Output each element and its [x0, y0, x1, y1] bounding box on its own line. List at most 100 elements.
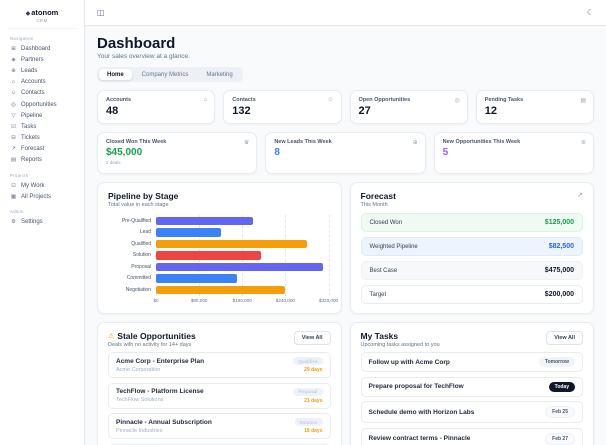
forecast-row-value: $125,000 — [544, 219, 574, 226]
task-item-review-contract[interactable]: Review contract terms - Pinnacle Feb 27 — [360, 427, 583, 445]
chart-row: Negotiation — [108, 284, 331, 296]
theme-toggle-icon[interactable]: ☾ — [586, 8, 594, 17]
chart-category-label: Committed — [126, 275, 151, 282]
stat-value: $45,000 — [106, 147, 143, 158]
chart-bar-track — [156, 274, 329, 283]
due-badge-today: Today — [548, 381, 575, 392]
kpi-label: Pending Tasks — [484, 97, 524, 103]
tasks-title: My Tasks — [360, 330, 399, 341]
my-work-icon: ⊡ — [11, 182, 16, 189]
chart-x-axis: $0 $80,000 $160,000 $240,000 $320,000 — [153, 296, 338, 305]
stage-badge: Proposal — [293, 387, 323, 396]
sparkles-icon: ⊛ — [580, 140, 586, 146]
sidebar-item-tickets[interactable]: ⊟ Tickets — [7, 133, 77, 144]
forecast-icon: ↗ — [11, 146, 16, 153]
task-title: Review contract terms - Pinnacle — [368, 435, 471, 442]
stale-item-techflow[interactable]: TechFlow - Platform License TechFlow Sol… — [108, 382, 331, 409]
clipboard-icon: ▤ — [580, 98, 586, 104]
stat-value: 5 — [442, 147, 449, 158]
stat-label: Closed Won This Week — [106, 139, 167, 145]
tab-company-metrics[interactable]: Company Metrics — [141, 71, 189, 78]
chart-row: Proposal — [108, 261, 331, 273]
sidebar-item-settings[interactable]: ⚙ Settings — [7, 216, 77, 227]
stale-item-pinnacle[interactable]: Pinnacle - Annual Subscription Pinnacle … — [108, 413, 331, 439]
sidebar-item-label: Settings — [21, 219, 43, 226]
sidebar-item-label: Accounts — [21, 79, 46, 86]
task-item-prepare-proposal[interactable]: Prepare proposal for TechFlow Today — [360, 376, 583, 397]
chart-x-tick: $240,000 — [275, 298, 295, 303]
sidebar-item-label: Leads — [21, 67, 38, 74]
chart-row: Solution — [108, 250, 331, 262]
sidebar-item-my-work[interactable]: ⊡ My Work — [7, 180, 77, 191]
chart-bar-track — [156, 262, 329, 271]
chart-x-tick: $320,000 — [318, 298, 339, 303]
chart-x-tick: $80,000 — [190, 298, 208, 303]
kpi-value: 48 — [106, 105, 119, 117]
pipeline-chart-card: Pipeline by Stage Total value in each st… — [97, 182, 342, 314]
stale-subtitle: Deals with no activity for 14+ days — [108, 341, 192, 348]
brand-subtitle: CRM — [36, 18, 48, 23]
all-projects-icon: ▦ — [10, 193, 17, 200]
opportunity-title: TechFlow - Platform License — [116, 388, 204, 395]
forecast-row-label: Weighted Pipeline — [369, 243, 418, 250]
sidebar-item-label: Dashboard — [21, 45, 51, 52]
sidebar-item-forecast[interactable]: ↗ Forecast — [7, 144, 77, 155]
chart-x-tick: $0 — [153, 298, 159, 303]
forecast-row-target: Target $200,000 — [360, 285, 583, 304]
nav-section-label: Admin — [10, 209, 24, 215]
kpi-label: Accounts — [106, 97, 132, 103]
sidebar-item-label: Tasks — [21, 123, 37, 130]
trend-icon: ↗ — [577, 192, 583, 199]
bottom-row: ⚠ Stale Opportunities Deals with no activ… — [97, 321, 594, 445]
sidebar-item-tasks[interactable]: ☑ Tasks — [7, 121, 77, 132]
trophy-icon: ♛ — [243, 140, 250, 146]
stale-item-acme[interactable]: Acme Corp - Enterprise Plan Acme Corpora… — [108, 352, 331, 378]
page-subtitle: Your sales overview at a glance. — [97, 53, 190, 60]
opportunities-icon: ◎ — [11, 101, 16, 108]
chart-row: Pre-Qualified — [108, 215, 331, 227]
sidebar-item-label: Forecast — [21, 146, 45, 153]
chart-category-label: Proposal — [131, 263, 151, 270]
sidebar-item-opportunities[interactable]: ◎ Opportunities — [7, 99, 77, 110]
sidebar-toggle-icon[interactable]: ◫ — [97, 8, 105, 17]
chart-category-label: Negotiation — [125, 286, 151, 293]
sidebar-item-contacts[interactable]: ☺ Contacts — [7, 88, 77, 99]
forecast-row-best-case: Best Case $475,000 — [360, 261, 583, 280]
stale-opportunities-card: ⚠ Stale Opportunities Deals with no activ… — [97, 321, 342, 445]
days-stale-label: 18 days — [304, 428, 323, 434]
sidebar-item-label: Tickets — [21, 135, 40, 142]
accounts-icon: ⌂ — [11, 79, 16, 86]
kpi-label: Open Opportunities — [358, 97, 411, 103]
sidebar-item-pipeline[interactable]: ▽ Pipeline — [7, 110, 77, 121]
sidebar-item-all-projects[interactable]: ▦ All Projects — [7, 191, 77, 202]
sidebar-item-label: My Work — [21, 182, 45, 189]
due-badge: Feb 27 — [545, 432, 575, 445]
forecast-subtitle: This Month — [360, 202, 388, 208]
chart-row: Committed — [108, 273, 331, 285]
tasks-view-all-button[interactable]: View All — [546, 330, 583, 345]
forecast-row-value: $82,500 — [548, 243, 574, 250]
chart-category-label: Qualified — [131, 240, 151, 247]
stale-view-all-button[interactable]: View All — [293, 330, 331, 345]
kpi-value: 27 — [358, 105, 371, 117]
my-tasks-card: My Tasks Upcoming tasks assigned to you … — [349, 321, 594, 445]
sidebar-item-leads[interactable]: ⊕ Leads — [7, 65, 77, 76]
sidebar-item-reports[interactable]: ▤ Reports — [7, 155, 77, 166]
due-badge: Tomorrow — [538, 357, 575, 367]
tab-marketing[interactable]: Marketing — [206, 71, 233, 78]
task-item-schedule-demo[interactable]: Schedule demo with Horizon Labs Feb 25 — [360, 401, 583, 423]
sidebar-item-accounts[interactable]: ⌂ Accounts — [7, 77, 77, 88]
tab-home[interactable]: Home — [99, 69, 132, 80]
warning-icon: ⚠ — [108, 332, 115, 340]
sidebar-item-dashboard[interactable]: ⊞ Dashboard — [7, 43, 77, 54]
tasks-icon: ☑ — [11, 123, 16, 130]
tasks-subtitle: Upcoming tasks assigned to you — [360, 341, 440, 348]
sidebar-item-partners[interactable]: ◈ Partners — [7, 54, 77, 65]
task-title: Schedule demo with Horizon Labs — [368, 408, 475, 416]
sidebar: ◆atonom CRM Navigation ⊞ Dashboard ◈ Partn… — [0, 0, 85, 445]
task-item-follow-up-acme[interactable]: Follow up with Acme Corp Tomorrow — [360, 352, 583, 372]
forecast-row-value: $475,000 — [544, 267, 574, 274]
pipeline-icon: ▽ — [11, 112, 16, 119]
stage-badge: Qualified — [293, 357, 323, 365]
chart-bar — [156, 285, 286, 294]
